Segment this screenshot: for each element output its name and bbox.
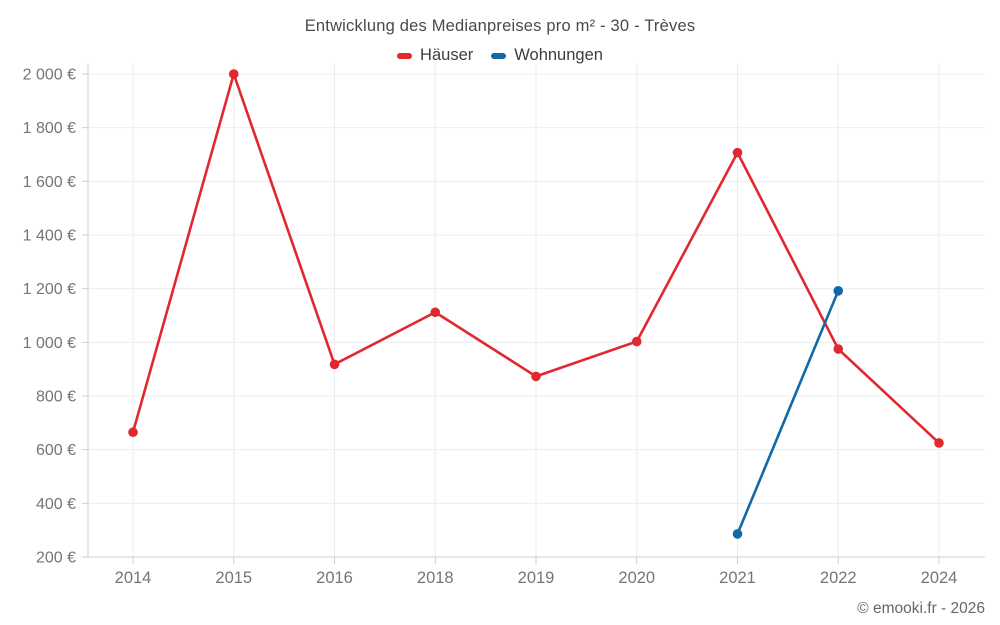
gridlines (88, 63, 985, 558)
legend-item-h-user[interactable]: Häuser (397, 46, 473, 65)
y-tick-label: 2 000 € (23, 67, 76, 84)
chart-title: Entwicklung des Medianpreises pro m² - 3… (304, 17, 696, 35)
x-tick-label: 2021 (719, 569, 756, 587)
axes (82, 63, 985, 564)
series-line-wohnungen (736, 289, 840, 536)
y-tick-label: 1 000 € (23, 335, 76, 352)
axis-labels: 200 € 400 € 600 € 800 € 1 000 € 1 200 € 1 400 … (23, 67, 958, 588)
y-tick-label: 400 € (36, 496, 76, 513)
x-tick-label: 2015 (215, 569, 252, 587)
x-tick-label: 2019 (518, 569, 555, 587)
x-tick-label: 2020 (618, 569, 655, 587)
x-tick-label: 2018 (417, 569, 454, 587)
data-point-h-user[interactable] (732, 147, 743, 158)
chart-legend: Häuser Wohnungen (0, 46, 1000, 65)
x-tick-label: 2014 (115, 569, 152, 587)
data-point-h-user[interactable] (531, 371, 541, 382)
y-tick-label: 200 € (36, 550, 76, 567)
y-tick-label: 800 € (36, 389, 76, 406)
copyright-footer: © emooki.fr - 2026 (857, 600, 985, 617)
x-tick-label: 2024 (921, 569, 958, 587)
data-point-h-user[interactable] (430, 307, 441, 318)
series-h-user (128, 69, 944, 448)
y-tick-label: 1 200 € (23, 281, 76, 298)
data-point-h-user[interactable] (128, 427, 138, 438)
legend-swatch-icon (491, 52, 507, 59)
legend-label: Häuser (420, 46, 474, 64)
y-tick-label: 1 400 € (23, 228, 76, 245)
legend-item-wohnungen[interactable]: Wohnungen (491, 46, 603, 65)
legend-label: Wohnungen (514, 46, 603, 64)
y-tick-label: 600 € (36, 442, 76, 459)
data-point-h-user[interactable] (631, 336, 642, 347)
data-point-h-user[interactable] (329, 359, 340, 370)
y-tick-label: 1 600 € (23, 174, 76, 191)
data-point-wohnungen[interactable] (732, 529, 743, 539)
data-point-h-user[interactable] (934, 438, 944, 448)
x-tick-label: 2022 (820, 569, 857, 587)
legend-swatch-icon (397, 52, 413, 59)
data-point-h-user[interactable] (228, 69, 239, 79)
data-point-h-user[interactable] (833, 344, 844, 354)
y-tick-label: 1 800 € (23, 120, 76, 137)
data-point-wohnungen[interactable] (833, 286, 844, 296)
series-wohnungen (732, 286, 844, 539)
series (128, 69, 944, 539)
x-tick-label: 2016 (316, 569, 353, 587)
